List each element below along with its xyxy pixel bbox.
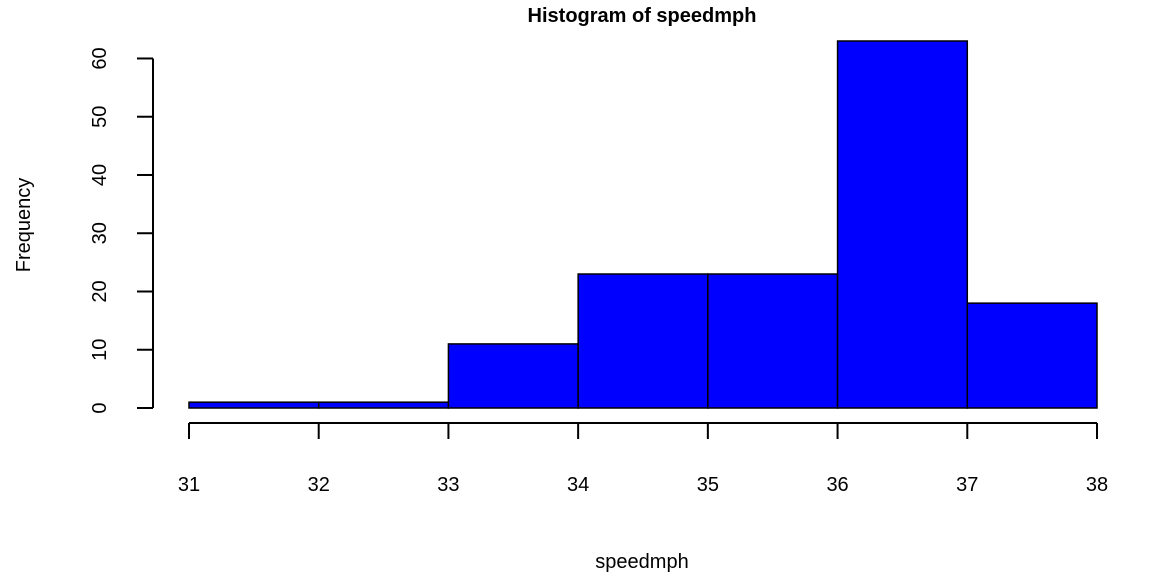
y-tick-label: 50 bbox=[89, 106, 111, 128]
x-axis-title: speedmph bbox=[595, 551, 688, 573]
y-tick-label: 10 bbox=[89, 339, 111, 361]
x-tick-label: 36 bbox=[826, 474, 848, 496]
histogram-bar bbox=[188, 401, 320, 409]
y-axis: 0 10 20 30 40 50 60 bbox=[89, 47, 154, 414]
bars bbox=[188, 40, 1098, 409]
x-tick-label: 37 bbox=[956, 474, 978, 496]
x-tick-label: 38 bbox=[1086, 474, 1108, 496]
x-tick-label: 33 bbox=[437, 474, 459, 496]
y-tick-label: 30 bbox=[89, 222, 111, 244]
y-tick-label: 60 bbox=[89, 47, 111, 69]
y-tick-label: 0 bbox=[89, 402, 111, 413]
x-tick-label: 34 bbox=[567, 474, 589, 496]
y-axis-title: Frequency bbox=[13, 178, 35, 273]
histogram-bar bbox=[966, 302, 1098, 409]
y-tick-label: 40 bbox=[89, 164, 111, 186]
histogram-bar bbox=[317, 401, 450, 409]
x-tick-label: 32 bbox=[308, 474, 330, 496]
x-tick-label: 35 bbox=[697, 474, 719, 496]
histogram-bar bbox=[836, 40, 969, 409]
histogram-bar bbox=[707, 273, 839, 409]
x-tick-label: 31 bbox=[178, 474, 200, 496]
chart-title: Histogram of speedmph bbox=[528, 5, 757, 27]
y-tick-label: 20 bbox=[89, 280, 111, 302]
histogram-bar bbox=[447, 343, 579, 409]
x-axis: 31 32 33 34 35 36 37 38 bbox=[178, 422, 1108, 496]
histogram-bar bbox=[577, 273, 709, 409]
